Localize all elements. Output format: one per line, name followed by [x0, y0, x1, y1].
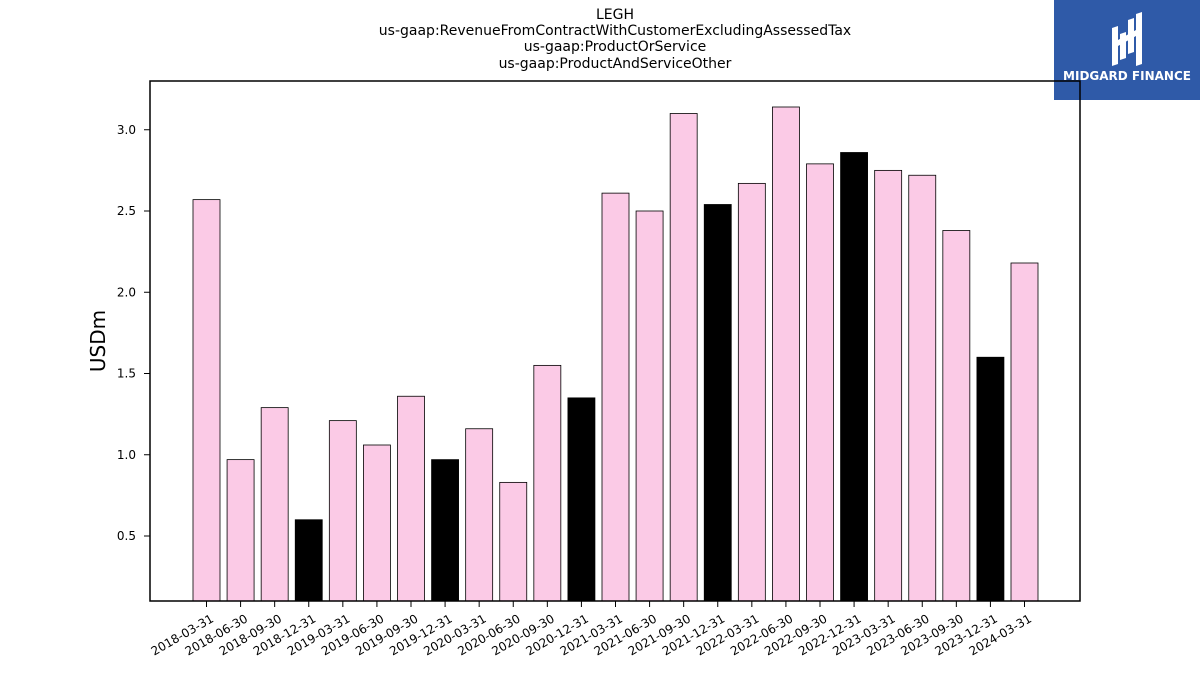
- brand-logo: MIDGARD FINANCE: [1054, 0, 1200, 100]
- bar-2020-12-31: [567, 397, 596, 602]
- bar-2024-03-31: [1010, 262, 1039, 602]
- chart-title-line-2: us-gaap:RevenueFromContractWithCustomerE…: [378, 23, 852, 39]
- bar-2020-03-31: [465, 428, 494, 602]
- bar-2019-03-31: [328, 420, 357, 602]
- bar-2018-12-31: [294, 519, 323, 602]
- bar-2021-09-30: [669, 113, 698, 602]
- bar-2022-12-31: [840, 152, 868, 602]
- y-tick-label: 1.5: [117, 367, 136, 381]
- bar-2023-03-31: [874, 169, 903, 602]
- bar-2020-09-30: [533, 364, 562, 602]
- bar-2019-06-30: [363, 444, 391, 602]
- y-axis: 0.5 1.0 1.5 2.0 2.5 3.0: [117, 123, 150, 543]
- bar-2018-03-31: [192, 199, 221, 602]
- bar-2018-06-30: [226, 459, 255, 602]
- x-axis: 2018-03-312018-06-302018-09-302018-12-31…: [149, 601, 1034, 658]
- bar-2022-09-30: [806, 163, 834, 602]
- bar-2023-12-31: [976, 356, 1005, 602]
- bar-2022-03-31: [737, 182, 766, 602]
- brand-logo-icon: [1112, 12, 1142, 66]
- bar-2018-09-30: [260, 407, 289, 602]
- y-tick-label: 3.0: [117, 123, 136, 137]
- y-tick-label: 0.5: [117, 529, 136, 543]
- bar-2020-06-30: [499, 481, 528, 602]
- bar-2022-06-30: [772, 106, 800, 602]
- bar-2021-03-31: [601, 192, 630, 602]
- y-tick-label: 2.5: [117, 204, 136, 218]
- bar-2023-09-30: [942, 230, 971, 602]
- y-axis-label: USDm: [86, 310, 110, 372]
- chart-title-line-3: us-gaap:ProductOrService: [523, 39, 707, 55]
- chart-title-line-4: us-gaap:ProductAndServiceOther: [498, 56, 732, 72]
- brand-logo-text: MIDGARD FINANCE: [1063, 69, 1191, 83]
- bar-2023-06-30: [908, 174, 937, 602]
- chart-title-line-1: LEGH: [595, 7, 635, 23]
- bar-2021-06-30: [635, 210, 664, 602]
- bars-group: [192, 106, 1039, 602]
- bar-2021-12-31: [703, 204, 732, 602]
- y-tick-label: 1.0: [117, 448, 136, 462]
- y-tick-label: 2.0: [117, 285, 136, 299]
- bar-2019-12-31: [431, 459, 459, 602]
- bar-2019-09-30: [397, 395, 425, 602]
